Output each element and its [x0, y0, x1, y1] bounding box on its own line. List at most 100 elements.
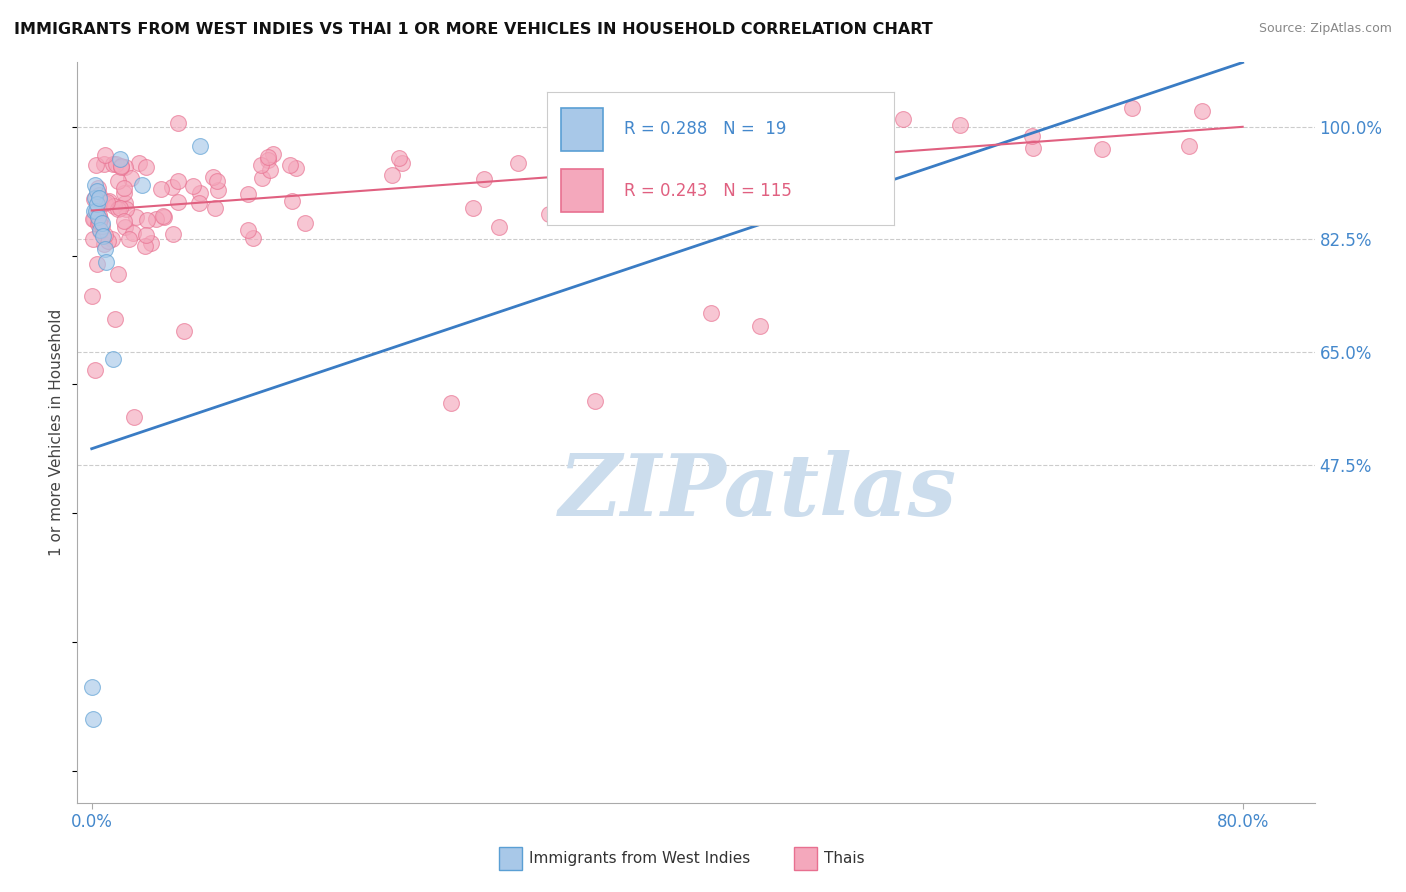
- Point: [118, 231, 141, 245]
- Point: [613, 101, 636, 115]
- Point: [87, 217, 110, 231]
- Point: [749, 318, 772, 333]
- Point: [87, 191, 110, 205]
- Point: [256, 150, 278, 164]
- Point: [592, 194, 614, 209]
- Point: [837, 153, 859, 168]
- Point: [94, 255, 117, 269]
- Point: [87, 213, 110, 227]
- Point: [463, 201, 485, 215]
- Text: Thais: Thais: [824, 852, 865, 866]
- Text: ZIPatlas: ZIPatlas: [558, 450, 957, 533]
- Point: [256, 153, 278, 167]
- Y-axis label: 1 or more Vehicles in Household: 1 or more Vehicles in Household: [49, 309, 65, 557]
- Point: [87, 210, 110, 224]
- Point: [281, 194, 304, 209]
- Point: [207, 183, 229, 197]
- Point: [135, 228, 157, 243]
- Point: [103, 351, 125, 366]
- Point: [1121, 101, 1143, 115]
- Point: [583, 394, 606, 409]
- Point: [83, 211, 105, 226]
- Point: [949, 118, 972, 132]
- Point: [125, 210, 148, 224]
- Point: [122, 227, 145, 241]
- Point: [112, 186, 135, 200]
- Point: [391, 156, 413, 170]
- Point: [105, 157, 128, 171]
- Point: [82, 232, 104, 246]
- Point: [114, 219, 136, 234]
- Point: [181, 179, 204, 194]
- Point: [136, 213, 159, 227]
- Point: [238, 223, 260, 237]
- Text: Immigrants from West Indies: Immigrants from West Indies: [529, 852, 749, 866]
- Point: [93, 242, 115, 256]
- Text: IMMIGRANTS FROM WEST INDIES VS THAI 1 OR MORE VEHICLES IN HOUSEHOLD CORRELATION : IMMIGRANTS FROM WEST INDIES VS THAI 1 OR…: [14, 22, 932, 37]
- Point: [1022, 140, 1045, 154]
- Point: [101, 157, 124, 171]
- Point: [242, 231, 264, 245]
- Point: [141, 236, 163, 251]
- Point: [131, 178, 153, 192]
- Point: [82, 289, 104, 303]
- Point: [201, 170, 224, 185]
- Point: [250, 158, 273, 172]
- Point: [149, 181, 172, 195]
- Point: [472, 172, 495, 186]
- Point: [250, 171, 273, 186]
- Point: [160, 180, 183, 194]
- Point: [82, 712, 104, 726]
- Point: [120, 171, 142, 186]
- Point: [83, 178, 105, 192]
- Point: [83, 203, 105, 218]
- Point: [87, 208, 110, 222]
- Point: [114, 202, 136, 216]
- Point: [800, 127, 823, 141]
- Point: [700, 306, 723, 320]
- Point: [284, 161, 307, 175]
- Point: [488, 219, 510, 234]
- Point: [238, 186, 260, 201]
- Point: [607, 127, 630, 141]
- Point: [84, 203, 107, 218]
- Point: [84, 363, 107, 377]
- Point: [110, 159, 132, 173]
- Point: [153, 210, 176, 224]
- Point: [1191, 103, 1213, 118]
- Point: [207, 173, 229, 187]
- Point: [259, 163, 281, 178]
- Point: [134, 239, 156, 253]
- Point: [167, 115, 190, 129]
- Point: [188, 139, 211, 153]
- Point: [508, 155, 530, 169]
- Point: [87, 215, 110, 229]
- Point: [107, 173, 129, 187]
- Point: [128, 156, 150, 170]
- Point: [262, 146, 284, 161]
- Point: [294, 216, 316, 230]
- Point: [101, 232, 124, 246]
- Point: [82, 211, 104, 226]
- Point: [84, 191, 107, 205]
- Point: [893, 112, 915, 126]
- Point: [1091, 142, 1114, 156]
- Point: [82, 680, 104, 694]
- Point: [87, 181, 110, 195]
- Point: [538, 207, 561, 221]
- Point: [135, 161, 157, 175]
- Point: [86, 184, 108, 198]
- Point: [110, 160, 132, 174]
- Text: Source: ZipAtlas.com: Source: ZipAtlas.com: [1258, 22, 1392, 36]
- Point: [97, 235, 120, 249]
- Point: [86, 257, 108, 271]
- Point: [89, 223, 111, 237]
- Point: [145, 211, 167, 226]
- Point: [94, 147, 117, 161]
- Point: [97, 194, 120, 208]
- Point: [671, 205, 693, 219]
- Point: [112, 213, 135, 227]
- Point: [91, 229, 114, 244]
- Point: [167, 194, 190, 209]
- Point: [381, 169, 404, 183]
